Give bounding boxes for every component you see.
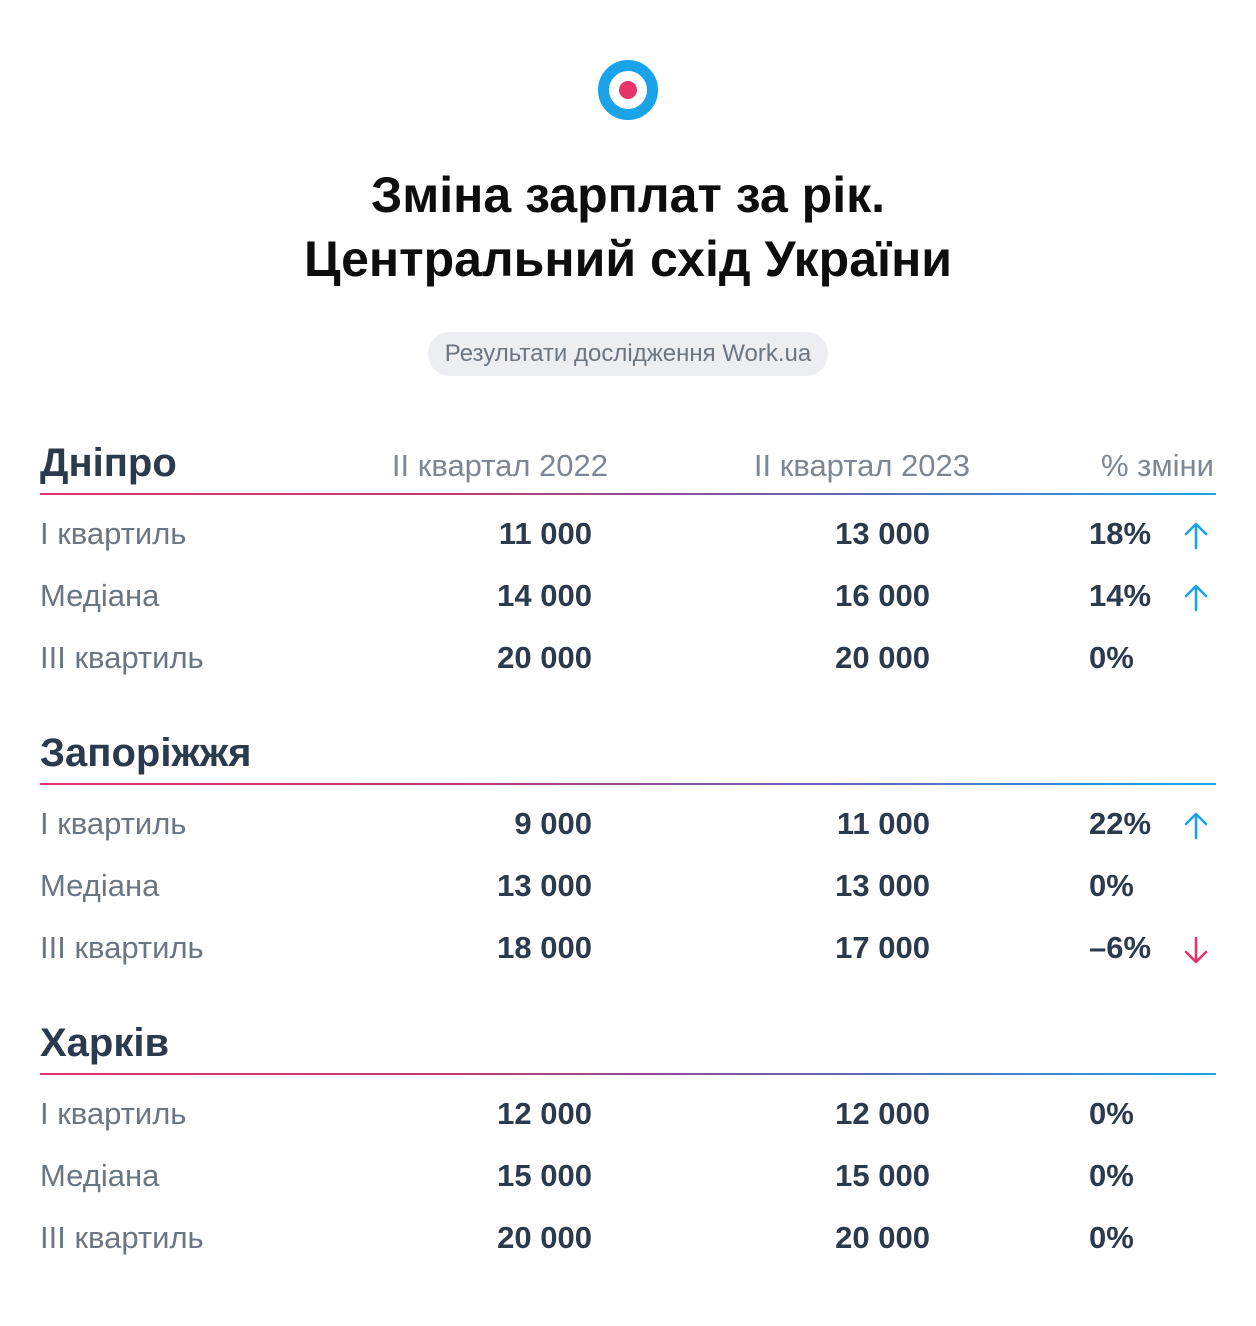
table-row: Медіана 14 000 16 000 14% bbox=[40, 566, 1216, 628]
change-percent: 14% bbox=[1089, 578, 1152, 613]
value-2023: 16 000 bbox=[835, 578, 930, 613]
table-row: III квартиль 20 000 20 000 0% bbox=[40, 1208, 1216, 1270]
table-row: Медіана 13 000 13 000 0% bbox=[40, 856, 1216, 918]
value-2023: 20 000 bbox=[835, 1220, 930, 1255]
source-badge: Результати дослідження Work.ua bbox=[427, 332, 829, 376]
row-label: III квартиль bbox=[40, 930, 204, 965]
value-2023: 15 000 bbox=[835, 1158, 930, 1193]
section-kharkiv: Харків I квартиль 12 000 12 000 0% Медіа… bbox=[40, 1013, 1216, 1270]
row-label: I квартиль bbox=[40, 1096, 187, 1131]
change-percent: 0% bbox=[1089, 1096, 1134, 1131]
change-percent: –6% bbox=[1089, 930, 1152, 965]
change-percent: 0% bbox=[1089, 1158, 1134, 1193]
arrow-down-icon bbox=[1184, 936, 1208, 964]
column-header-q2-2022: II квартал 2022 bbox=[391, 448, 608, 483]
section-zaporizhzhia: Запоріжжя I квартиль 9 000 11 000 22% Ме… bbox=[40, 723, 1216, 980]
row-label: I квартиль bbox=[40, 516, 187, 551]
value-2022: 20 000 bbox=[497, 1220, 592, 1255]
page-title: Зміна зарплат за рік. Центральний схід У… bbox=[0, 163, 1256, 291]
value-2022: 12 000 bbox=[497, 1096, 592, 1131]
arrow-up-icon bbox=[1184, 812, 1208, 840]
value-2022: 20 000 bbox=[497, 640, 592, 675]
table-row: I квартиль 9 000 11 000 22% bbox=[40, 794, 1216, 856]
table-row: III квартиль 20 000 20 000 0% bbox=[40, 628, 1216, 690]
value-2022: 13 000 bbox=[497, 868, 592, 903]
change-percent: 18% bbox=[1089, 516, 1152, 551]
value-2023: 11 000 bbox=[836, 806, 930, 841]
value-2022: 14 000 bbox=[497, 578, 592, 613]
value-2023: 17 000 bbox=[835, 930, 930, 965]
value-2023: 20 000 bbox=[835, 640, 930, 675]
change-percent: 0% bbox=[1089, 640, 1134, 675]
value-2022: 11 000 bbox=[498, 516, 592, 551]
value-2022: 15 000 bbox=[497, 1158, 592, 1193]
row-label: III квартиль bbox=[40, 1220, 204, 1255]
city-heading: Харків bbox=[40, 1021, 170, 1065]
column-header-q2-2023: II квартал 2023 bbox=[753, 448, 970, 483]
arrow-up-icon bbox=[1184, 522, 1208, 550]
section-dnipro: Дніпро II квартал 2022 II квартал 2023 %… bbox=[40, 433, 1216, 690]
column-header-change: % зміни bbox=[1100, 448, 1214, 483]
change-percent: 0% bbox=[1089, 1220, 1134, 1255]
row-label: Медіана bbox=[40, 578, 160, 613]
value-2022: 18 000 bbox=[497, 930, 592, 965]
city-heading: Дніпро bbox=[40, 441, 177, 485]
arrow-up-icon bbox=[1184, 584, 1208, 612]
title-line-1: Зміна зарплат за рік. bbox=[370, 167, 886, 223]
work-ua-logo bbox=[598, 60, 658, 120]
value-2023: 12 000 bbox=[835, 1096, 930, 1131]
value-2023: 13 000 bbox=[835, 516, 930, 551]
title-line-2: Центральний схід України bbox=[303, 231, 953, 287]
city-heading: Запоріжжя bbox=[40, 731, 252, 775]
section-divider bbox=[40, 783, 1216, 785]
table-row: Медіана 15 000 15 000 0% bbox=[40, 1146, 1216, 1208]
table-row: I квартиль 12 000 12 000 0% bbox=[40, 1084, 1216, 1146]
logo-dot bbox=[619, 81, 637, 99]
row-label: Медіана bbox=[40, 1158, 160, 1193]
row-label: III квартиль bbox=[40, 640, 204, 675]
section-divider bbox=[40, 493, 1216, 495]
value-2023: 13 000 bbox=[835, 868, 930, 903]
row-label: I квартиль bbox=[40, 806, 187, 841]
change-percent: 22% bbox=[1089, 806, 1152, 841]
value-2022: 9 000 bbox=[514, 806, 592, 841]
section-divider bbox=[40, 1073, 1216, 1075]
row-label: Медіана bbox=[40, 868, 160, 903]
change-percent: 0% bbox=[1089, 868, 1134, 903]
table-row: I квартиль 11 000 13 000 18% bbox=[40, 504, 1216, 566]
table-row: III квартиль 18 000 17 000 –6% bbox=[40, 918, 1216, 980]
